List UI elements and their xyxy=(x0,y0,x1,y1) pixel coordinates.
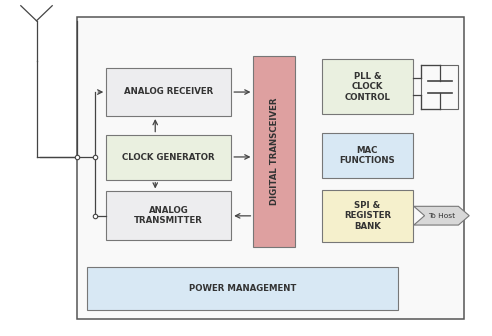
Bar xyxy=(106,68,231,116)
Bar xyxy=(77,17,464,319)
Text: CLOCK GENERATOR: CLOCK GENERATOR xyxy=(123,153,215,162)
Bar xyxy=(322,133,413,178)
Text: To Host: To Host xyxy=(428,213,455,219)
Bar xyxy=(322,190,413,242)
Bar xyxy=(87,267,398,310)
Bar xyxy=(106,134,231,180)
Text: DIGITAL TRANSCEIVER: DIGITAL TRANSCEIVER xyxy=(270,97,278,205)
Bar xyxy=(421,65,459,109)
Text: MAC
FUNCTIONS: MAC FUNCTIONS xyxy=(339,146,395,165)
Polygon shape xyxy=(414,206,469,225)
Text: PLL &
CLOCK
CONTROL: PLL & CLOCK CONTROL xyxy=(344,72,390,102)
Text: POWER MANAGEMENT: POWER MANAGEMENT xyxy=(188,284,296,293)
Text: ANALOG RECEIVER: ANALOG RECEIVER xyxy=(124,87,214,96)
Bar xyxy=(253,56,295,247)
Bar xyxy=(106,192,231,240)
Bar xyxy=(322,59,413,115)
Text: ANALOG
TRANSMITTER: ANALOG TRANSMITTER xyxy=(134,206,203,225)
Text: SPI &
REGISTER
BANK: SPI & REGISTER BANK xyxy=(344,201,391,230)
